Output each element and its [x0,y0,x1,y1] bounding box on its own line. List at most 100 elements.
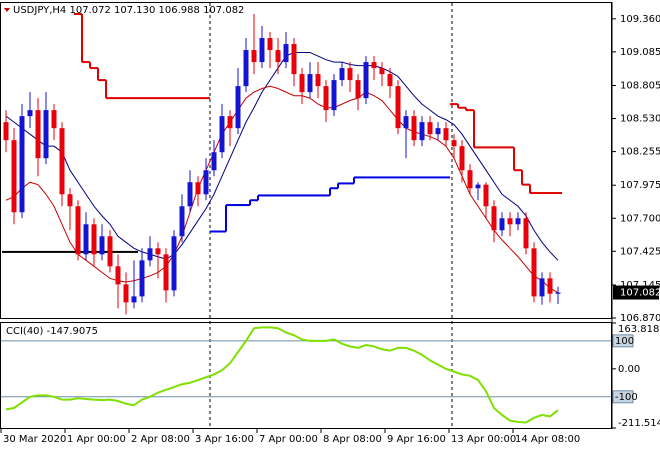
candle-body [83,224,89,255]
candle-body [459,146,465,171]
candle-body [539,278,545,297]
y-tick-label: 0.00 [618,364,640,375]
candle-body [3,122,9,141]
x-tick-label: 7 Apr 00:00 [259,434,318,445]
candle-body [499,218,505,231]
candle-body [259,38,265,63]
candle-body [235,86,241,129]
candle-body [523,218,529,249]
candle-body [123,284,129,303]
last-price-box [613,285,659,300]
cci-line [5,326,559,424]
candle-body [43,110,49,159]
candle-body [195,182,201,195]
candle-body [211,152,217,171]
x-tick-label: 13 Apr 00:00 [451,434,516,445]
y-tick-label: 163.8186 [618,324,660,335]
candle-body [27,110,33,117]
candle-body [19,116,25,213]
y-tick-label: 107.425 [620,246,660,257]
x-tick-label: 3 Apr 16:00 [195,434,254,445]
candle-body [435,128,441,135]
candle-body [107,236,113,267]
candle-body [555,292,561,294]
candle-body [219,116,225,153]
candle-body [139,260,145,297]
y-tick-label: 109.085 [620,47,660,58]
level-label: 100 [615,336,634,347]
candle-body [147,248,153,261]
y-tick-label: -211.5142 [618,418,660,429]
candle-body [267,38,273,51]
y-tick-label: 108.255 [620,147,660,158]
candle-body [371,62,377,69]
candle-body [531,248,537,297]
candle-body [35,110,41,159]
y-tick-label: 107.975 [620,180,660,191]
candle-body [355,80,361,99]
candle-body [171,236,177,291]
candle-body [243,50,249,87]
moving-average [5,51,559,261]
candle-body [291,44,297,75]
y-tick-label: 106.870 [620,313,660,324]
candle-body [475,184,481,189]
candle-body [347,68,353,81]
candle-body [251,50,257,63]
candle-body [403,116,409,129]
chart-title: USDJPY,H4 107.072 107.130 106.988 107.08… [13,5,244,16]
y-tick-label: 107.700 [620,213,660,224]
candle-body [115,266,121,285]
candle-body [467,170,473,189]
candle-body [427,122,433,135]
candle-body [51,110,57,129]
candle-body [419,122,425,141]
candle-body [379,68,385,75]
symbol-marker [4,8,10,12]
indicator-title: CCI(40) -147.9075 [6,326,98,337]
candle-body [131,296,137,303]
candle-body [203,170,209,195]
x-tick-label: 1 Apr 00:00 [67,434,126,445]
candle-body [515,218,521,225]
moving-average [5,85,559,294]
x-tick-label: 14 Apr 08:00 [515,434,580,445]
candle-body [299,74,305,93]
candle-body [507,218,513,225]
x-tick-label: 9 Apr 16:00 [387,434,446,445]
candle-body [411,116,417,141]
candle-body [275,50,281,63]
candle-body [315,74,321,87]
candle-body [155,248,161,255]
candle-body [547,278,553,294]
level-label-box [612,334,634,348]
y-tick-label: 108.805 [620,81,660,92]
candle-body [323,86,329,111]
candle-body [179,206,185,237]
candle-body [187,182,193,207]
candle-body [363,62,369,99]
x-tick-label: 30 Mar 2020 [3,434,66,445]
candle-body [339,68,345,81]
candle-body [99,236,105,255]
candle-body [395,86,401,129]
last-price-label: 107.082 [620,288,660,299]
candle-body [59,128,65,195]
y-tick-label: 107.145 [620,280,660,291]
candle-body [443,128,449,141]
candle-body [283,44,289,63]
candle-body [307,74,313,93]
candle-body [387,74,393,87]
candle-body [67,194,73,207]
level-label-box [612,390,634,404]
x-tick-label: 8 Apr 08:00 [323,434,382,445]
candle-body [331,80,337,111]
candle-body [91,224,97,255]
y-tick-label: 108.530 [620,114,660,125]
x-tick-label: 2 Apr 08:00 [131,434,190,445]
candle-body [483,184,489,207]
candle-body [11,140,17,213]
